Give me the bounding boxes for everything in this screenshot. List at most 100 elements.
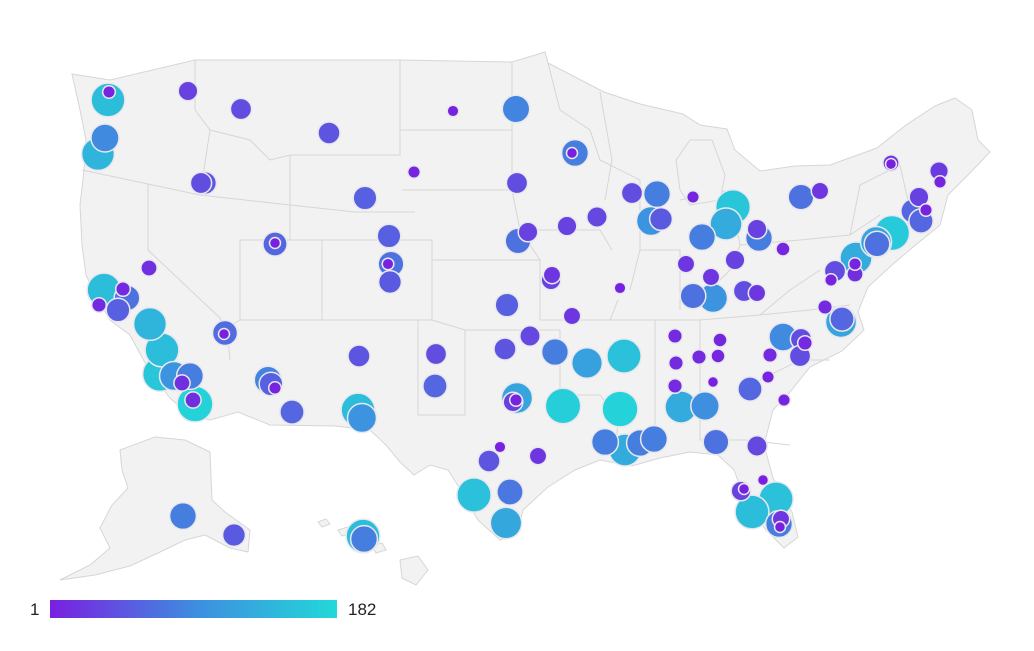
map-bubble[interactable] <box>268 236 282 250</box>
map-bubble[interactable] <box>406 164 422 180</box>
map-bubble[interactable] <box>494 292 520 318</box>
map-bubble[interactable] <box>168 501 198 531</box>
map-bubble[interactable] <box>710 348 726 364</box>
map-bubble[interactable] <box>508 392 524 408</box>
map-bubble[interactable] <box>352 185 378 211</box>
map-bubble[interactable] <box>456 477 492 513</box>
map-bubble[interactable] <box>908 186 930 208</box>
map-bubble[interactable] <box>477 449 501 473</box>
map-bubble[interactable] <box>737 376 763 402</box>
map-bubble[interactable] <box>932 174 948 190</box>
map-bubble[interactable] <box>105 297 131 323</box>
map-bubble[interactable] <box>667 354 685 372</box>
map-bubble[interactable] <box>884 157 898 171</box>
map-bubble[interactable] <box>586 206 608 228</box>
map-bubble[interactable] <box>760 369 776 385</box>
map-bubble[interactable] <box>796 334 814 352</box>
map-bubble[interactable] <box>140 259 158 277</box>
map-bubble[interactable] <box>347 344 371 368</box>
map-bubble[interactable] <box>177 80 199 102</box>
map-bubble[interactable] <box>679 282 707 310</box>
map-bubble[interactable] <box>690 348 708 366</box>
map-bubble[interactable] <box>712 332 728 348</box>
map-bubble[interactable] <box>863 230 891 258</box>
map-bubble[interactable] <box>676 254 696 274</box>
map-bubble[interactable] <box>639 424 669 454</box>
map-bubble[interactable] <box>556 215 578 237</box>
map-bubble[interactable] <box>701 267 721 287</box>
map-bubble[interactable] <box>279 399 305 425</box>
map-bubble[interactable] <box>422 373 448 399</box>
map-bubble[interactable] <box>496 478 524 506</box>
map-bubble[interactable] <box>90 296 108 314</box>
map-bubble[interactable] <box>377 269 403 295</box>
map-bubble[interactable] <box>221 522 247 548</box>
map-bubble[interactable] <box>761 346 779 364</box>
map-bubble[interactable] <box>724 249 746 271</box>
map-bubble[interactable] <box>317 121 341 145</box>
map-bubble[interactable] <box>706 375 720 389</box>
map-bubble[interactable] <box>666 377 684 395</box>
map-bubble[interactable] <box>810 181 830 201</box>
map-bubble[interactable] <box>489 506 523 540</box>
map-bubble[interactable] <box>517 221 539 243</box>
map-bubble[interactable] <box>690 391 720 421</box>
map-bubble[interactable] <box>565 146 579 160</box>
map-bubble[interactable] <box>666 327 684 345</box>
map-bubble[interactable] <box>90 82 126 118</box>
map-bubble[interactable] <box>184 391 202 409</box>
map-bubble[interactable] <box>519 325 541 347</box>
map-bubble[interactable] <box>114 280 132 298</box>
map-bubble[interactable] <box>528 446 548 466</box>
map-bubble[interactable] <box>229 97 253 121</box>
map-bubble[interactable] <box>734 494 770 530</box>
map-bubble[interactable] <box>381 257 395 271</box>
map-bubble[interactable] <box>709 207 743 241</box>
map-bubble[interactable] <box>346 402 378 434</box>
map-bubble[interactable] <box>446 104 460 118</box>
map-bubble[interactable] <box>349 524 379 554</box>
map-bubble[interactable] <box>132 306 168 342</box>
map-bubble[interactable] <box>540 337 570 367</box>
map-bubble[interactable] <box>648 206 674 232</box>
map-bubble[interactable] <box>776 392 792 408</box>
map-bubble[interactable] <box>505 171 529 195</box>
map-bubble[interactable] <box>173 374 191 392</box>
map-bubble[interactable] <box>217 327 231 341</box>
map-bubble[interactable] <box>493 337 517 361</box>
map-bubble[interactable] <box>601 390 639 428</box>
map-bubble[interactable] <box>687 222 717 252</box>
map-bubble[interactable] <box>787 183 815 211</box>
map-bubble[interactable] <box>376 223 402 249</box>
map-bubble[interactable] <box>562 306 582 326</box>
map-bubble[interactable] <box>746 218 768 240</box>
map-bubble[interactable] <box>747 283 767 303</box>
map-bubble[interactable] <box>823 272 839 288</box>
map-bubble[interactable] <box>746 435 768 457</box>
map-bubble[interactable] <box>493 440 507 454</box>
map-bubble[interactable] <box>756 473 770 487</box>
map-bubble[interactable] <box>737 482 751 496</box>
map-bubble[interactable] <box>702 428 730 456</box>
map-bubble[interactable] <box>613 281 627 295</box>
map-bubble[interactable] <box>570 346 604 380</box>
map-bubble[interactable] <box>847 256 863 272</box>
map-bubble[interactable] <box>101 84 117 100</box>
map-bubble[interactable] <box>424 342 448 366</box>
map-bubble[interactable] <box>606 338 642 374</box>
map-bubble[interactable] <box>501 94 531 124</box>
map-bubble[interactable] <box>816 298 834 316</box>
map-bubble[interactable] <box>90 123 120 153</box>
map-bubble[interactable] <box>590 427 620 457</box>
map-bubble[interactable] <box>829 306 855 332</box>
map-bubble[interactable] <box>189 171 213 195</box>
map-bubble[interactable] <box>620 181 644 205</box>
map-bubble[interactable] <box>773 520 787 534</box>
map-bubble[interactable] <box>775 241 791 257</box>
map-bubble[interactable] <box>685 189 701 205</box>
map-bubble[interactable] <box>267 380 283 396</box>
map-bubble[interactable] <box>918 202 934 218</box>
map-bubble[interactable] <box>542 265 562 285</box>
map-bubble[interactable] <box>544 387 582 425</box>
map-bubble[interactable] <box>642 179 672 209</box>
